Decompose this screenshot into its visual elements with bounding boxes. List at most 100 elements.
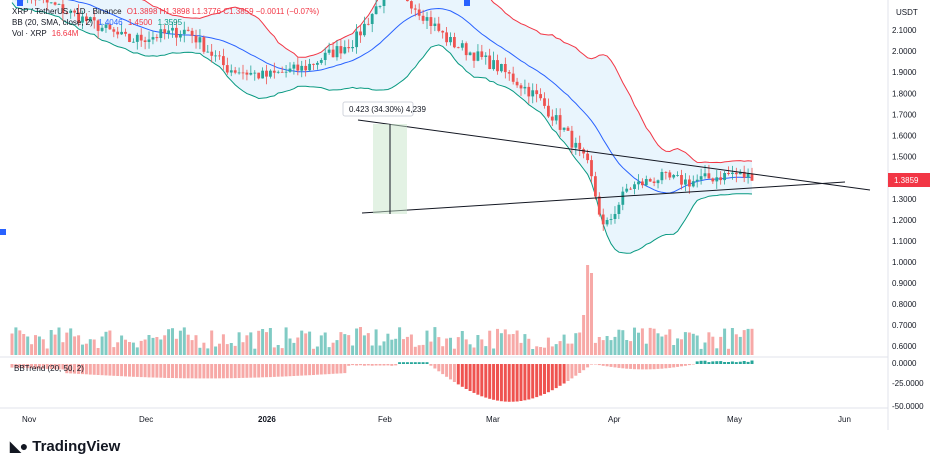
bbtrend-bar — [284, 364, 288, 377]
candle-body — [167, 30, 170, 34]
selection-handle-icon[interactable] — [464, 0, 470, 6]
price-tick-label: 1.9000 — [892, 68, 917, 77]
volume-bar — [707, 332, 711, 355]
volume-bar — [574, 333, 578, 355]
bbtrend-bar — [120, 364, 124, 377]
bbtrend-bar — [519, 364, 523, 401]
bbtrend-bar — [10, 364, 14, 368]
chart-legend: XRP / TetherUS · 1D · Binance O1.3898 H1… — [12, 6, 319, 39]
candle-body — [69, 10, 73, 14]
candle-body — [257, 72, 261, 79]
legend-vol-value: 16.64M — [51, 29, 79, 38]
bbtrend-bar — [292, 364, 296, 376]
volume-bar — [22, 334, 26, 355]
candle-body — [370, 14, 374, 24]
bbtrend-bar — [84, 364, 88, 375]
candle-body — [241, 72, 245, 74]
candle-body — [496, 60, 499, 72]
candle-body — [319, 60, 323, 63]
bbtrend-bar — [730, 361, 734, 364]
volume-bar — [73, 336, 77, 355]
bbtrend-bar — [676, 364, 680, 367]
candle-body — [511, 73, 515, 82]
candle-body — [206, 51, 210, 53]
volume-bar — [715, 348, 719, 355]
candle-body — [147, 39, 151, 42]
volume-bar — [586, 265, 590, 355]
candle-body — [617, 204, 621, 214]
volume-bar — [261, 329, 265, 355]
candle-body — [143, 40, 147, 42]
candle-body — [554, 115, 558, 121]
measure-label: 0.423 (34.30%) 4,239 — [349, 105, 426, 114]
selection-handle-icon[interactable] — [17, 0, 23, 6]
volume-bar — [449, 337, 452, 355]
triangle-upper-line — [357, 119, 871, 191]
candle-body — [543, 98, 546, 106]
price-tick-label: 1.6000 — [892, 132, 917, 141]
volume-bar — [124, 339, 127, 355]
bbtrend-bar — [711, 361, 715, 364]
candle-body — [629, 188, 632, 190]
volume-bar — [206, 348, 210, 355]
bbtrend-bar — [171, 364, 174, 378]
bbtrend-bar — [472, 364, 476, 393]
bbtrend-bar — [578, 364, 582, 373]
bbtrend-bar — [61, 364, 65, 370]
volume-bar — [468, 344, 472, 355]
volume-bar — [268, 328, 272, 355]
candle-body — [347, 47, 351, 49]
bbtrend-bar — [135, 364, 139, 377]
bbtrend-bar — [727, 362, 730, 364]
volume-bar — [695, 335, 699, 355]
volume-bar — [194, 335, 198, 355]
volume-bar — [284, 327, 288, 355]
bbtrend-bar — [409, 362, 413, 364]
volume-bar — [546, 337, 550, 355]
bbtrend-bar — [315, 364, 319, 375]
bbtrend-bar — [597, 364, 601, 366]
price-tick-label: 1.3000 — [892, 195, 917, 204]
volume-bar — [676, 338, 680, 355]
bbtrend-bar — [507, 364, 511, 402]
bbtrend-bar — [550, 364, 554, 391]
volume-bar — [711, 336, 715, 355]
volume-bar — [605, 336, 609, 355]
candle-body — [441, 30, 445, 33]
bbtrend-bar — [14, 364, 18, 368]
selection-handle-icon[interactable] — [0, 229, 6, 235]
candle-body — [684, 179, 687, 185]
bbtrend-bar — [276, 364, 280, 377]
candle-body — [222, 56, 225, 66]
volume-bar — [186, 334, 190, 355]
candle-body — [366, 23, 370, 25]
volume-bar — [163, 335, 167, 355]
legend-bb-name: BB (20, SMA, close, 2) — [12, 18, 93, 27]
volume-bar — [660, 336, 664, 355]
candle-body — [288, 68, 292, 72]
candle-body — [719, 177, 723, 181]
last-price-badge — [888, 173, 930, 187]
candle-body — [605, 220, 609, 225]
bb-lower-line — [11, 2, 753, 254]
candle-body — [586, 153, 589, 161]
bbtrend-bar — [237, 364, 241, 378]
volume-bar — [672, 345, 676, 355]
volume-bar — [41, 339, 45, 355]
volume-bar — [331, 342, 335, 355]
volume-bar — [738, 336, 742, 355]
volume-bar — [92, 339, 96, 355]
candle-body — [433, 23, 437, 26]
volume-bar — [351, 345, 355, 355]
candle-body — [621, 191, 625, 205]
volume-bar — [272, 347, 276, 355]
bbtrend-bar — [73, 364, 77, 374]
bbtrend-bar — [539, 364, 543, 396]
bbtrend-bar — [296, 364, 300, 376]
candle-body — [382, 0, 386, 7]
volume-bar — [734, 334, 738, 355]
bbtrend-bar — [558, 364, 562, 386]
candle-body — [547, 105, 550, 117]
